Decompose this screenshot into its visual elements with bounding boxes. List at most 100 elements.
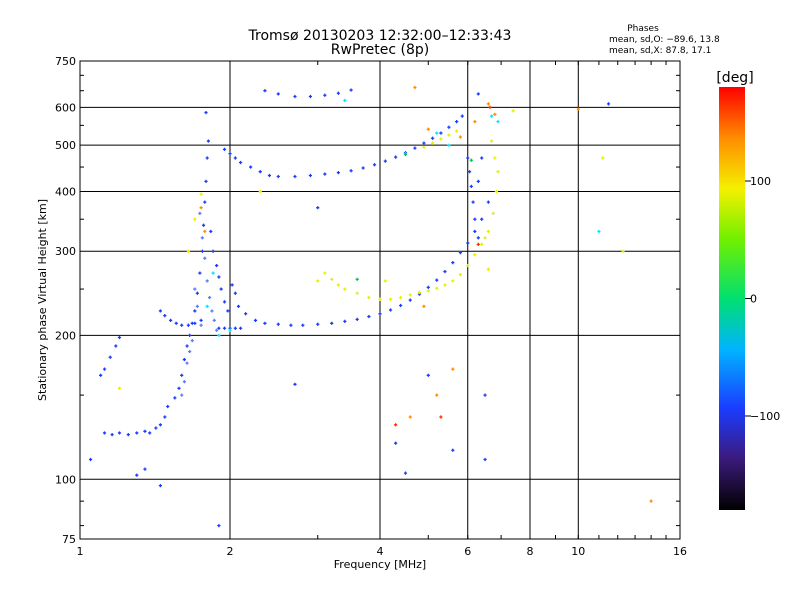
data-point xyxy=(114,344,118,348)
data-point xyxy=(408,415,412,419)
data-point xyxy=(195,304,199,308)
data-point xyxy=(166,404,170,409)
y-tick-label: 75 xyxy=(62,533,76,546)
colorbar-tick-label: 0 xyxy=(750,293,757,306)
data-point xyxy=(217,524,221,528)
data-point xyxy=(399,303,403,308)
data-point xyxy=(439,131,443,135)
data-point xyxy=(439,415,443,419)
data-point xyxy=(486,200,490,204)
colorbar xyxy=(719,87,745,510)
data-point xyxy=(188,349,192,354)
data-point xyxy=(466,263,470,268)
data-point xyxy=(182,357,186,362)
data-point xyxy=(439,137,443,141)
data-point xyxy=(199,318,203,322)
data-point xyxy=(458,135,463,139)
data-point xyxy=(236,304,241,308)
data-point xyxy=(469,158,473,162)
data-point xyxy=(209,229,213,234)
data-point xyxy=(336,283,340,287)
data-point xyxy=(323,172,327,176)
data-point xyxy=(203,200,207,204)
data-point xyxy=(417,290,422,295)
y-tick-label: 600 xyxy=(55,101,76,114)
data-point xyxy=(190,339,194,343)
data-point xyxy=(126,433,130,437)
data-point xyxy=(388,308,393,312)
data-point xyxy=(204,110,208,115)
x-tick-label: 10 xyxy=(571,545,585,558)
data-point xyxy=(422,304,426,308)
data-point xyxy=(455,129,459,133)
data-point xyxy=(135,473,139,477)
data-point xyxy=(258,170,262,174)
data-point xyxy=(451,367,455,371)
data-point xyxy=(330,321,334,325)
data-point xyxy=(378,312,382,316)
data-point xyxy=(108,355,112,359)
data-point xyxy=(110,433,114,437)
data-point xyxy=(455,120,459,124)
y-tick-label: 300 xyxy=(55,245,76,258)
data-point xyxy=(399,295,403,300)
data-point xyxy=(289,323,293,327)
data-point xyxy=(99,373,103,377)
data-point xyxy=(458,251,463,255)
data-point xyxy=(177,386,181,390)
data-point xyxy=(226,309,230,313)
data-point xyxy=(426,373,430,377)
data-point xyxy=(408,293,412,297)
data-point xyxy=(367,295,371,300)
y-tick-label: 750 xyxy=(55,55,76,68)
data-point xyxy=(199,192,203,196)
data-point xyxy=(263,89,267,93)
data-point xyxy=(203,229,207,234)
data-point xyxy=(426,285,430,290)
data-point xyxy=(233,291,237,295)
phases-title: Phases xyxy=(627,24,659,34)
data-point xyxy=(473,253,477,257)
data-point xyxy=(447,125,451,129)
data-point xyxy=(451,260,455,265)
data-point xyxy=(511,109,515,113)
data-point xyxy=(219,287,223,291)
data-point xyxy=(301,323,305,327)
data-point xyxy=(413,85,417,90)
data-point xyxy=(343,98,347,103)
data-point xyxy=(473,120,477,124)
data-point xyxy=(154,426,158,430)
data-point xyxy=(476,242,480,247)
data-point xyxy=(200,249,204,253)
data-point xyxy=(205,156,209,160)
data-point xyxy=(102,367,107,371)
data-point xyxy=(180,373,184,377)
data-point xyxy=(435,286,439,290)
data-point xyxy=(193,321,197,325)
data-point xyxy=(222,147,227,151)
x-tick-label: 8 xyxy=(527,545,534,558)
data-point xyxy=(193,287,197,291)
data-point xyxy=(403,152,408,157)
data-point xyxy=(212,318,216,322)
data-point xyxy=(349,169,353,173)
colorbar-tick-label: 100 xyxy=(750,175,771,188)
data-point xyxy=(217,326,221,330)
data-point xyxy=(201,223,206,227)
data-point xyxy=(207,295,212,300)
data-point xyxy=(493,156,497,160)
data-point xyxy=(163,314,167,318)
data-point xyxy=(476,179,480,183)
data-point xyxy=(182,380,186,384)
data-point xyxy=(422,145,426,149)
data-point xyxy=(293,94,297,99)
data-point xyxy=(343,287,347,291)
data-point xyxy=(476,92,480,96)
data-point xyxy=(486,267,490,271)
data-point xyxy=(469,184,473,188)
data-point xyxy=(576,107,580,111)
data-point xyxy=(451,448,455,452)
data-point xyxy=(211,249,215,253)
data-point xyxy=(606,102,611,106)
